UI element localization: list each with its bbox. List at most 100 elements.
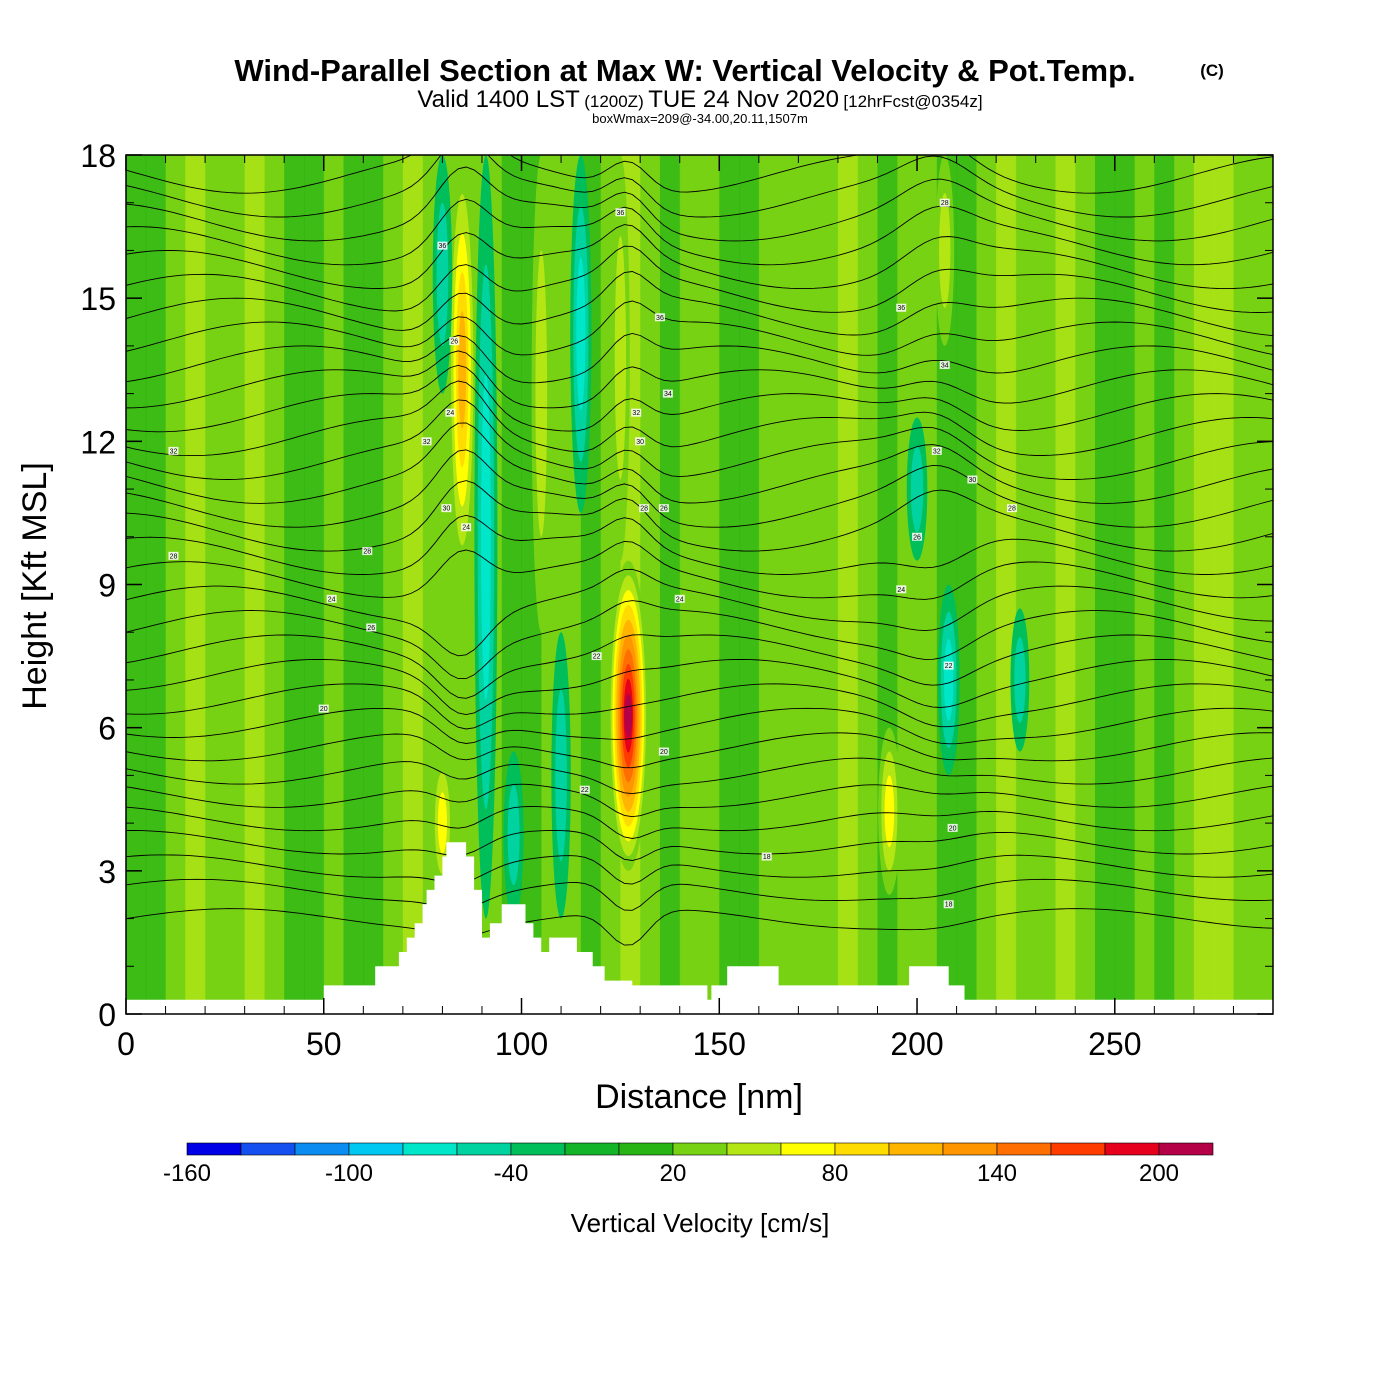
contour-label-bg [631,408,642,417]
velocity-band [818,155,839,1014]
theta-contour-line [126,540,1273,600]
contour-label-bg [674,594,685,603]
contour-label-text: 26 [660,506,668,513]
velocity-feature [555,689,567,862]
velocity-band [778,155,799,1014]
y-tick-label: 15 [80,281,116,317]
velocity-feature [944,639,954,721]
valid-lst: Valid 1400 LST [417,86,580,113]
theta-contour-line [126,634,1273,699]
contour-label-bg [366,623,377,632]
contour-label-text: 18 [945,902,953,909]
theta-contour-label: 36 [437,241,448,250]
velocity-band [185,155,206,1014]
velocity-band [976,155,997,1014]
velocity-band [936,155,958,1014]
velocity-band [1015,155,1037,1014]
colorbar-tick-label: -160 [163,1160,211,1187]
contour-label-bg [635,437,646,446]
velocity-band [1095,155,1116,1014]
velocity-band [264,155,285,1014]
colorbar-swatch [618,1142,674,1156]
y-tick-label: 12 [80,424,116,460]
velocity-field [126,155,1273,1014]
x-tick-label: 200 [890,1026,943,1062]
contour-label-bg [931,446,942,455]
velocity-band [363,155,384,1014]
contour-label-text: 22 [593,654,601,661]
theta-contour-label: 26 [658,504,669,513]
theta-contour-label: 34 [939,360,950,369]
velocity-feature [576,257,586,411]
contour-label-text: 24 [676,596,684,603]
x-tick-label: 50 [306,1026,342,1062]
velocity-feature [797,250,816,442]
contour-label-bg [1006,504,1017,513]
plot-area: 32 28 28 24 26 20 36 26 24 32 30 24 36 36 34 32 30 28 26 24… [126,155,1273,1014]
velocity-feature [535,250,548,537]
theta-contour-labels: 32 28 28 24 26 20 36 26 24 32 30 24 36 36 34 32 30 28 26 24… [168,198,1017,909]
velocity-band [917,155,938,1014]
theta-contour-label: 30 [967,475,978,484]
contour-label-text: 26 [450,339,458,346]
contour-label-text: 28 [363,549,371,556]
y-axis-label: Height [Kft MSL] [16,462,54,710]
x-axis: 0 50 100 150 200 250 [117,155,1141,1062]
contour-label-bg [939,198,950,207]
velocity-band [343,155,364,1014]
colorbar-swatch [996,1142,1052,1156]
theta-contour-label: 18 [943,900,954,909]
theta-contour-line [126,422,1273,504]
theta-contour-label: 34 [662,389,673,398]
theta-contour-label: 24 [896,585,907,594]
contour-label-bg [437,241,448,250]
contour-label-bg [943,900,954,909]
contour-label-bg [362,547,373,556]
contour-label-text: 32 [933,448,941,455]
velocity-band [640,155,661,1014]
contour-label-text: 28 [1008,506,1016,513]
theta-contour-label: 28 [639,504,650,513]
minor-ticks [126,155,1274,1014]
theta-contour-label: 26 [449,337,460,346]
colorbar-swatch [456,1142,512,1156]
theta-contour-line [126,271,1273,337]
velocity-band [1134,155,1155,1014]
colorbar-swatch [1158,1142,1214,1156]
colorbar-swatch [726,1142,782,1156]
colorbar-tick-label: -100 [325,1160,373,1187]
theta-contour-label: 30 [441,504,452,513]
velocity-band [1055,155,1076,1014]
contour-label-bg [591,652,602,661]
theta-contour-line [126,333,1273,384]
theta-contour-label: 32 [168,446,179,455]
contour-label-text: 22 [581,787,589,794]
contour-label-bg [943,661,954,670]
contour-label-text: 26 [367,625,375,632]
velocity-band [956,155,977,1014]
colorbar-swatch [510,1142,566,1156]
velocity-band [1114,155,1136,1014]
theta-contour-label: 22 [579,785,590,794]
theta-contour-label: 24 [445,408,456,417]
theta-contour-label: 36 [615,208,626,217]
velocity-band [303,155,325,1014]
contour-label-bg [615,208,626,217]
colorbar-swatch [942,1142,998,1156]
theta-contour-label: 24 [326,594,337,603]
velocity-band [897,155,918,1014]
colorbar-tick-label: 140 [977,1160,1017,1187]
theta-contour-line [126,166,1273,242]
colorbar-swatch [294,1142,350,1156]
contour-label-text: 32 [423,439,431,446]
velocity-band [679,155,700,1014]
velocity-feature [614,236,627,480]
theta-contour-label: 20 [318,704,329,713]
theta-contour-line [126,399,1273,480]
contour-label-text: 20 [949,825,957,832]
colorbar-tick-label: -40 [494,1160,529,1187]
velocity-feature [1014,636,1026,723]
theta-contour-line [126,658,1273,716]
theta-contour-line [126,683,1273,730]
